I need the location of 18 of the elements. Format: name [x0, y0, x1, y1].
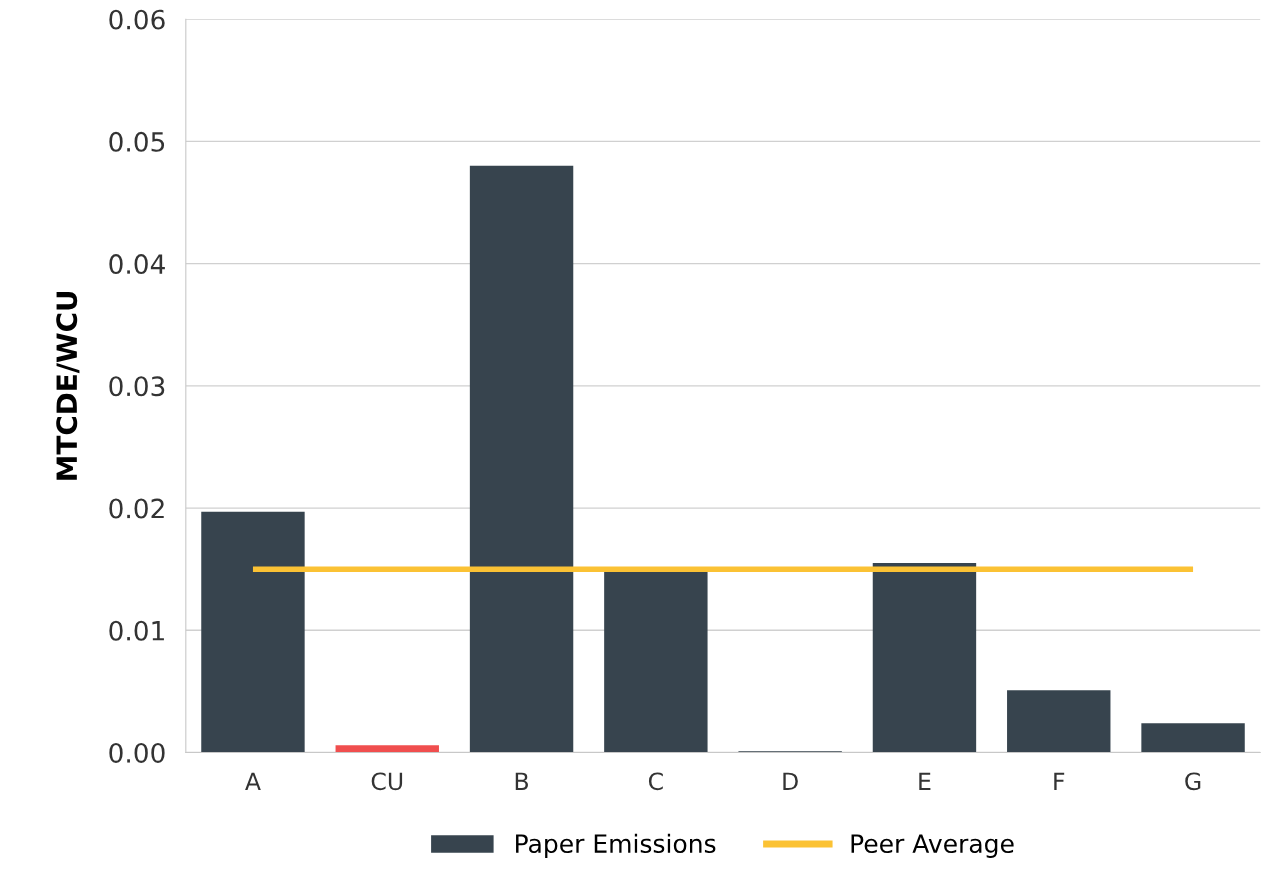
x-tick-label: A [245, 772, 261, 790]
y-tick-label: 0.05 [109, 131, 165, 152]
y-tick-label: 0.02 [109, 498, 164, 519]
y-tick-label: 0.03 [109, 376, 165, 397]
x-tick-label: C [648, 772, 663, 791]
y-tick-label: 0.06 [109, 9, 165, 30]
x-tick-label: CU [371, 772, 403, 791]
x-tick-label: F [1054, 772, 1065, 790]
x-tick-label: G [1185, 772, 1201, 791]
y-axis-title: MTCDE/WCU [56, 292, 80, 480]
y-tick-label: 0.04 [109, 254, 165, 275]
x-tick-label: D [783, 772, 798, 790]
x-tick-label: B [515, 772, 528, 790]
y-tick-label: 0.00 [109, 742, 165, 763]
legend-label: Peer Average [851, 834, 1014, 858]
x-tick-label: E [919, 772, 931, 790]
legend-label: Paper Emissions [516, 833, 716, 858]
y-tick-label: 0.01 [109, 620, 164, 641]
